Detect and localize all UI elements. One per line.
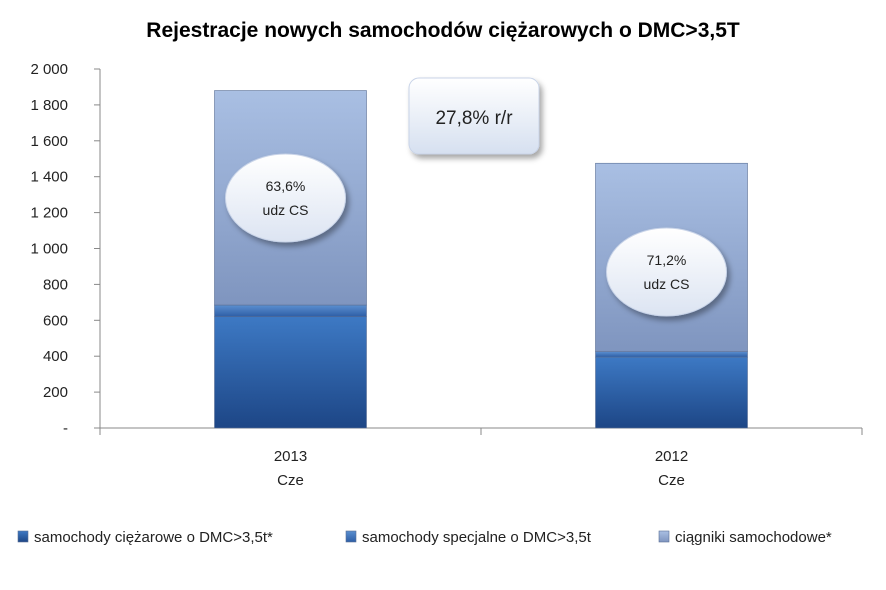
y-tick-label: - xyxy=(63,420,68,437)
x-category-year: 2012 xyxy=(655,448,688,465)
y-tick-label: 600 xyxy=(43,312,68,329)
chart-title: Rejestracje nowych samochodów ciężarowyc… xyxy=(146,19,740,42)
legend: samochody ciężarowe o DMC>3,5t* samochody… xyxy=(17,529,832,546)
y-tick-label: 800 xyxy=(43,276,68,293)
legend-label: ciągniki samochodowe* xyxy=(675,529,832,546)
growth-callout: 27,8% r/r xyxy=(408,77,540,155)
bar-segment xyxy=(214,304,367,318)
y-axis: - 200 400 600 800 1 000 1 200 1 400 1 600 1 800 2 … xyxy=(30,61,101,437)
bar-segment xyxy=(595,356,748,429)
legend-swatch xyxy=(345,530,357,543)
bubble-shape xyxy=(225,153,346,243)
bar-segment xyxy=(595,351,748,358)
legend-item: samochody specjalne o DMC>3,5t xyxy=(345,529,592,546)
share-bubble: 71,2% udz CS xyxy=(606,227,727,317)
bubble-value: 71,2% xyxy=(647,252,687,268)
callout-text: 27,8% r/r xyxy=(435,108,513,129)
legend-label: samochody specjalne o DMC>3,5t xyxy=(362,529,592,546)
x-category-year: 2013 xyxy=(274,448,307,465)
x-axis: 2013 Cze 2012 Cze xyxy=(99,427,863,489)
y-tick-label: 400 xyxy=(43,348,68,365)
share-bubble: 63,6% udz CS xyxy=(225,153,346,243)
x-category-month: Cze xyxy=(658,472,685,489)
callout-box xyxy=(408,77,540,155)
y-tick-label: 1 400 xyxy=(30,169,68,186)
bubble-shape xyxy=(606,227,727,317)
bubble-label: udz CS xyxy=(263,202,309,218)
y-tick-label: 1 200 xyxy=(30,205,68,222)
y-tick-label: 1 600 xyxy=(30,133,68,150)
legend-item: samochody ciężarowe o DMC>3,5t* xyxy=(17,529,273,546)
legend-swatch xyxy=(658,530,670,543)
annotations: 63,6% udz CS 71,2% udz CS 27,8% r/r xyxy=(225,77,727,317)
legend-label: samochody ciężarowe o DMC>3,5t* xyxy=(34,529,273,546)
y-tick-label: 1 800 xyxy=(30,97,68,114)
y-tick-label: 200 xyxy=(43,384,68,401)
bar-segment xyxy=(214,316,367,429)
y-tick-label: 1 000 xyxy=(30,241,68,258)
bubble-value: 63,6% xyxy=(266,178,306,194)
y-tick-label: 2 000 xyxy=(30,61,68,78)
x-category-month: Cze xyxy=(277,472,304,489)
bubble-label: udz CS xyxy=(644,276,690,292)
legend-item: ciągniki samochodowe* xyxy=(658,529,832,546)
legend-swatch xyxy=(17,530,29,543)
